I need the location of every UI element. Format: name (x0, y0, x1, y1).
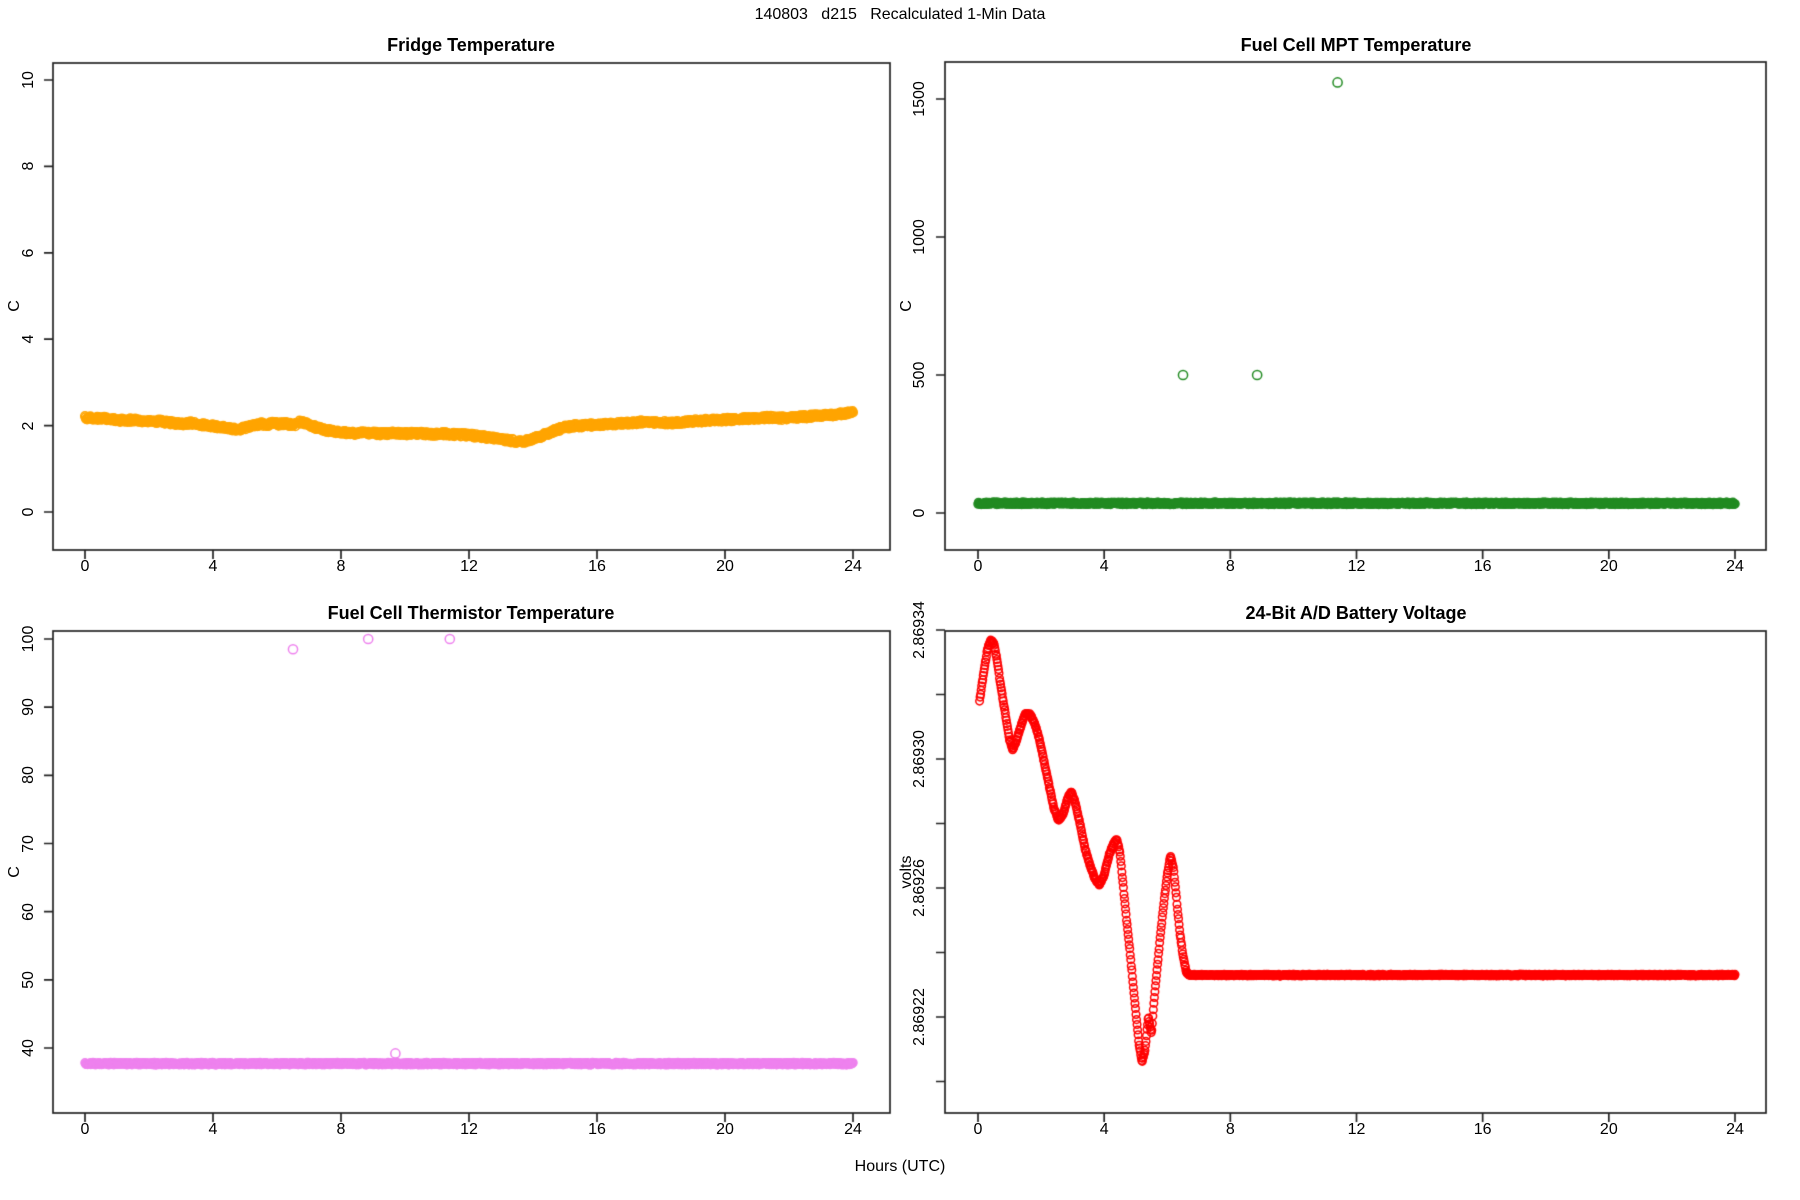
x-tick-label: 4 (208, 1121, 218, 1138)
y-tick-label: 40 (20, 1039, 37, 1057)
x-tick-label: 20 (716, 558, 734, 575)
x-tick-label: 24 (1726, 558, 1744, 575)
y-tick-label: 2.86934 (911, 601, 928, 659)
plot-title-fuel-cell-mpt-temperature: Fuel Cell MPT Temperature (1240, 35, 1472, 55)
y-axis-label-mpt: C (898, 300, 915, 312)
x-tick-label: 4 (208, 558, 218, 575)
x-tick-label: 4 (1099, 558, 1109, 575)
plot-title-battery-voltage: 24-Bit A/D Battery Voltage (1245, 603, 1467, 623)
y-axis-label-fridge: C (6, 300, 23, 312)
y-tick-label: 2.86930 (911, 730, 928, 788)
y-tick-label: 2.86926 (911, 859, 928, 917)
y-tick-label: 500 (911, 361, 928, 389)
x-tick-label: 24 (1726, 1121, 1744, 1138)
y-tick-label: 100 (20, 625, 37, 653)
y-tick-label: 4 (20, 334, 37, 344)
y-tick-label: 2 (20, 421, 37, 431)
x-tick-label: 0 (80, 558, 90, 575)
y-tick-label: 0 (20, 507, 37, 517)
x-tick-label: 0 (973, 558, 983, 575)
x-tick-label: 4 (1099, 1121, 1109, 1138)
plot-title-fuel-cell-thermistor-temperature: Fuel Cell Thermistor Temperature (327, 603, 615, 623)
x-tick-label: 16 (588, 1121, 606, 1138)
y-tick-label: 6 (20, 248, 37, 258)
y-tick-label: 0 (911, 508, 928, 518)
x-tick-label: 24 (844, 1121, 862, 1138)
x-tick-label: 0 (973, 1121, 983, 1138)
x-tick-label: 12 (460, 1121, 478, 1138)
x-tick-label: 12 (1347, 1121, 1366, 1138)
x-tick-label: 12 (1347, 558, 1366, 575)
y-tick-label: 8 (20, 161, 37, 171)
y-tick-label: 90 (20, 698, 37, 717)
x-tick-label: 16 (588, 558, 606, 575)
y-tick-label: 60 (20, 902, 37, 921)
y-tick-label: 80 (20, 766, 37, 785)
x-tick-label: 8 (336, 1121, 346, 1138)
x-tick-label: 12 (460, 558, 478, 575)
y-tick-label: 10 (20, 71, 37, 89)
x-tick-label: 8 (1225, 1121, 1235, 1138)
x-axis-label-hours-utc: Hours (UTC) (854, 1158, 946, 1175)
x-tick-label: 20 (1599, 558, 1618, 575)
x-tick-label: 16 (1473, 558, 1492, 575)
plot-title-fridge-temperature: Fridge Temperature (387, 35, 555, 55)
y-tick-label: 50 (20, 970, 37, 989)
y-tick-label: 2.86922 (911, 988, 928, 1046)
y-tick-label: 70 (20, 834, 37, 853)
x-tick-label: 0 (80, 1121, 90, 1138)
y-tick-label: 1500 (911, 81, 928, 117)
x-tick-label: 8 (336, 558, 346, 575)
x-tick-label: 8 (1225, 558, 1235, 575)
y-axis-label-thermistor: C (6, 866, 23, 878)
x-tick-label: 24 (844, 558, 862, 575)
figure-main-title: 140803 d215 Recalculated 1-Min Data (754, 6, 1046, 23)
x-tick-label: 20 (1599, 1121, 1618, 1138)
x-tick-label: 20 (716, 1121, 734, 1138)
x-tick-label: 16 (1473, 1121, 1492, 1138)
y-tick-label: 1000 (911, 219, 928, 255)
